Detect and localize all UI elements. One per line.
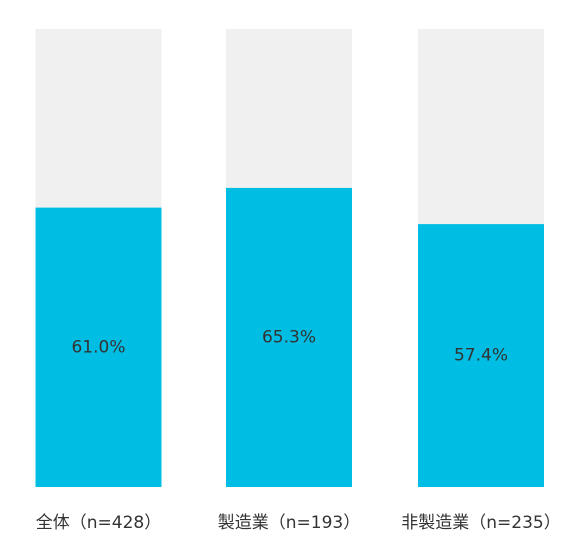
- bar: [418, 224, 544, 487]
- x-tick-label: 非製造業（n=235）: [401, 513, 560, 533]
- value-label: 65.3%: [262, 327, 316, 347]
- value-label: 61.0%: [71, 337, 125, 357]
- x-tick-label: 製造業（n=193）: [218, 513, 360, 533]
- bar: [226, 187, 352, 487]
- x-tick-label: 全体（n=428）: [36, 513, 161, 533]
- bar: [35, 207, 162, 487]
- value-label: 57.4%: [454, 346, 508, 366]
